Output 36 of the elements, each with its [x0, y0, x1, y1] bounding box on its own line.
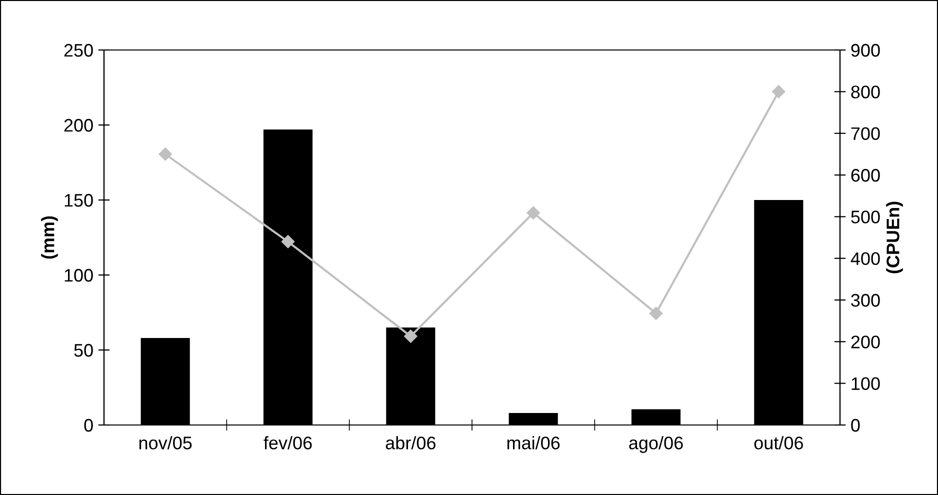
- y2-tick-label: 900: [851, 44, 880, 57]
- y2-tick-label: 0: [851, 418, 860, 432]
- point: [526, 206, 540, 220]
- point: [649, 306, 663, 320]
- x-tick-label: out/06: [754, 436, 803, 450]
- y-tick-label: 50: [74, 344, 93, 357]
- y-tick-label: 200: [64, 118, 93, 132]
- y2-tick-label: 300: [851, 294, 880, 307]
- y2-tick-label: 100: [852, 377, 880, 390]
- bar: [263, 130, 313, 425]
- point: [158, 148, 172, 161]
- y-tick-label: 250: [64, 44, 93, 57]
- y-axis-title: (mm): [41, 216, 58, 259]
- x-tick-label: nov/05: [139, 436, 192, 450]
- y-tick-label: 100: [64, 268, 93, 282]
- bar: [508, 413, 558, 425]
- point: [772, 85, 786, 98]
- y-tick-label: 150: [64, 194, 93, 207]
- bar: [631, 409, 681, 425]
- y-tick-label: 0: [84, 418, 93, 432]
- y2-tick-label: 800: [851, 86, 880, 98]
- y2-tick-label: 700: [851, 127, 880, 140]
- bar: [386, 328, 436, 425]
- x-tick-label: abr/06: [386, 436, 436, 450]
- x-tick-label: fev/06: [264, 436, 312, 450]
- bar: [754, 200, 804, 425]
- point: [404, 330, 418, 343]
- y2-tick-label: 400: [850, 252, 880, 266]
- bar: [140, 338, 190, 425]
- y2-tick-label: 200: [851, 336, 880, 348]
- point: [281, 235, 295, 248]
- y2-tick-label: 500: [851, 210, 880, 224]
- y2-axis-title: (CPUEn): [886, 202, 903, 274]
- y2-tick-label: 600: [851, 168, 880, 182]
- x-tick-label: mai/06: [507, 436, 560, 450]
- x-tick-label: ago/06: [629, 436, 683, 453]
